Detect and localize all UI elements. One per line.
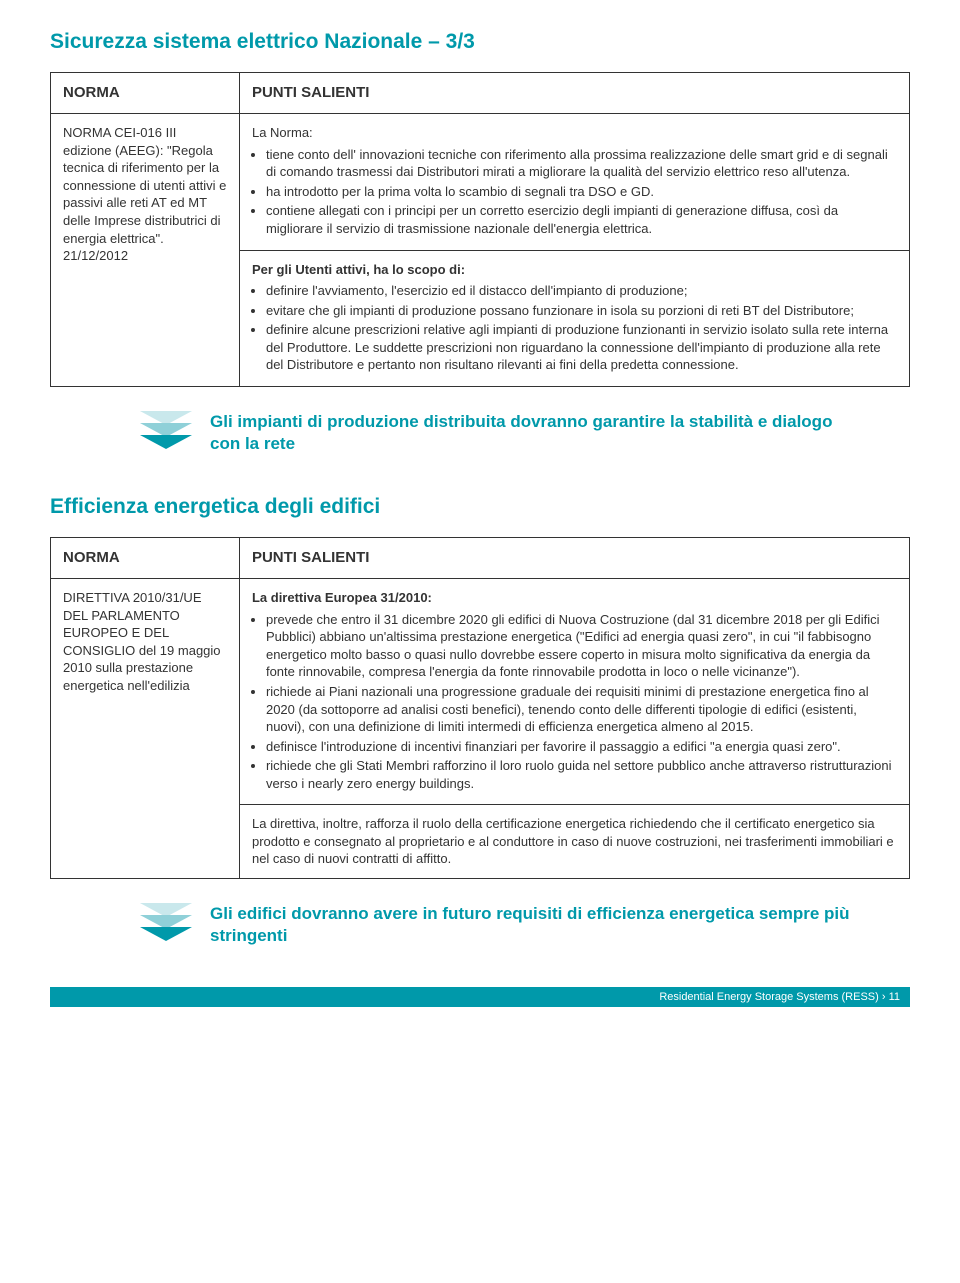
block2-bullets: definire l'avviamento, l'esercizio ed il… bbox=[252, 282, 897, 374]
table-sicurezza: NORMA PUNTI SALIENTI NORMA CEI-016 III e… bbox=[50, 72, 910, 387]
header-norma: NORMA bbox=[51, 538, 240, 579]
cell-norma: NORMA CEI-016 III edizione (AEEG): "Rego… bbox=[51, 114, 240, 387]
chevron-down-icon bbox=[140, 903, 192, 947]
block1-intro: La direttiva Europea 31/2010: bbox=[252, 590, 432, 605]
cell-punti-block1: La Norma: tiene conto dell' innovazioni … bbox=[239, 114, 909, 250]
block2-intro: Per gli Utenti attivi, ha lo scopo di: bbox=[252, 262, 465, 277]
table-header-row: NORMA PUNTI SALIENTI bbox=[51, 538, 910, 579]
footer-bar: Residential Energy Storage Systems (RESS… bbox=[50, 987, 910, 1007]
list-item: definire l'avviamento, l'esercizio ed il… bbox=[266, 282, 897, 300]
table-efficienza: NORMA PUNTI SALIENTI DIRETTIVA 2010/31/U… bbox=[50, 537, 910, 879]
block1-bullets: prevede che entro il 31 dicembre 2020 gl… bbox=[252, 611, 897, 792]
list-item: definire alcune prescrizioni relative ag… bbox=[266, 321, 897, 374]
cell-punti-block2: Per gli Utenti attivi, ha lo scopo di: d… bbox=[239, 250, 909, 386]
chevron-down-icon bbox=[140, 411, 192, 455]
list-item: richiede che gli Stati Membri rafforzino… bbox=[266, 757, 897, 792]
header-punti: PUNTI SALIENTI bbox=[239, 538, 909, 579]
callout-sicurezza: Gli impianti di produzione distribuita d… bbox=[140, 411, 910, 455]
block2-para: La direttiva, inoltre, rafforza il ruolo… bbox=[252, 816, 894, 866]
header-punti: PUNTI SALIENTI bbox=[239, 73, 909, 114]
list-item: evitare che gli impianti di produzione p… bbox=[266, 302, 897, 320]
section-title-efficienza: Efficienza energetica degli edifici bbox=[50, 495, 910, 519]
cell-norma: DIRETTIVA 2010/31/UE DEL PARLAMENTO EURO… bbox=[51, 579, 240, 879]
callout-text: Gli impianti di produzione distribuita d… bbox=[210, 411, 850, 455]
list-item: prevede che entro il 31 dicembre 2020 gl… bbox=[266, 611, 897, 681]
list-item: tiene conto dell' innovazioni tecniche c… bbox=[266, 146, 897, 181]
cell-punti-block1: La direttiva Europea 31/2010: prevede ch… bbox=[239, 579, 909, 805]
list-item: definisce l'introduzione di incentivi fi… bbox=[266, 738, 897, 756]
header-norma: NORMA bbox=[51, 73, 240, 114]
list-item: richiede ai Piani nazionali una progress… bbox=[266, 683, 897, 736]
block1-bullets: tiene conto dell' innovazioni tecniche c… bbox=[252, 146, 897, 238]
table-row: DIRETTIVA 2010/31/UE DEL PARLAMENTO EURO… bbox=[51, 579, 910, 805]
list-item: contiene allegati con i principi per un … bbox=[266, 202, 897, 237]
footer-text: Residential Energy Storage Systems (RESS… bbox=[659, 991, 885, 1003]
table-row: NORMA CEI-016 III edizione (AEEG): "Rego… bbox=[51, 114, 910, 250]
block1-intro: La Norma: bbox=[252, 125, 313, 140]
list-item: ha introdotto per la prima volta lo scam… bbox=[266, 183, 897, 201]
section-title-sicurezza: Sicurezza sistema elettrico Nazionale – … bbox=[50, 30, 910, 54]
table-header-row: NORMA PUNTI SALIENTI bbox=[51, 73, 910, 114]
cell-punti-block2: La direttiva, inoltre, rafforza il ruolo… bbox=[239, 805, 909, 879]
callout-text: Gli edifici dovranno avere in futuro req… bbox=[210, 903, 850, 947]
callout-efficienza: Gli edifici dovranno avere in futuro req… bbox=[140, 903, 910, 947]
page-number: 11 bbox=[889, 991, 900, 1003]
